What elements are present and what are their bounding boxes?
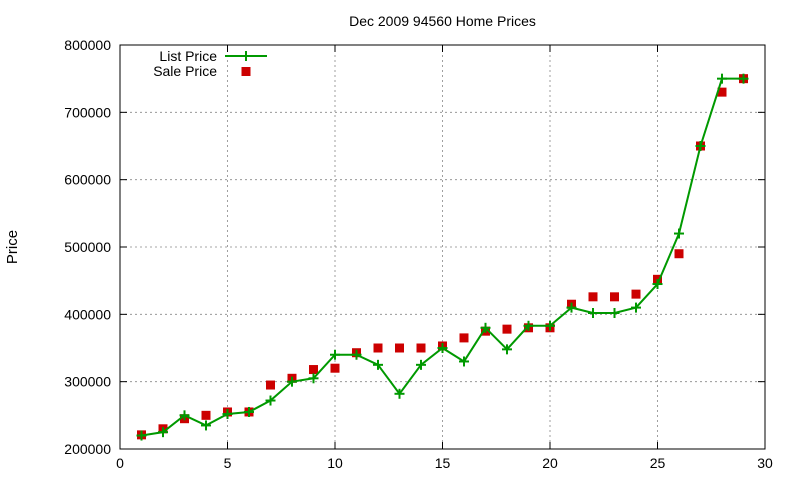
list-price-point	[222, 408, 233, 419]
list-price-point	[244, 406, 254, 417]
sale-price-point	[588, 292, 598, 302]
list-price-point	[136, 430, 147, 441]
list-price-point	[631, 302, 641, 313]
y-tick-label: 700000	[64, 104, 111, 120]
sale-price-point	[631, 289, 641, 299]
sale-price-point	[330, 363, 340, 373]
list-price-point	[437, 343, 448, 353]
list-price-point	[351, 349, 362, 360]
list-price-point	[566, 302, 577, 313]
legend-swatch-sale-price	[241, 67, 251, 76]
list-price-point	[179, 410, 190, 421]
sale-price-point	[395, 343, 404, 353]
list-price-point	[394, 388, 405, 399]
list-price-point	[459, 356, 469, 367]
x-tick-label: 30	[757, 455, 773, 471]
list-price-point	[201, 420, 211, 431]
sale-price-point	[309, 365, 318, 375]
list-price-point	[609, 307, 620, 318]
list-price-point	[373, 359, 383, 370]
list-price-point	[523, 320, 534, 331]
list-price-point	[287, 376, 297, 387]
x-tick-label: 15	[435, 455, 451, 471]
sale-price-point	[502, 324, 512, 334]
y-axis-label: Price	[4, 230, 21, 264]
list-price-point	[480, 322, 491, 333]
y-tick-label: 200000	[64, 441, 111, 457]
x-tick-label: 20	[542, 455, 558, 471]
list-price-point	[717, 73, 727, 84]
x-tick-label: 5	[224, 455, 232, 471]
list-price-point	[545, 320, 555, 331]
y-tick-label: 500000	[64, 239, 111, 255]
list-price-point	[265, 395, 276, 406]
list-price-point	[416, 359, 426, 370]
y-tick-label: 800000	[64, 37, 111, 53]
list-price-point	[330, 349, 340, 360]
sale-price-point	[266, 380, 275, 390]
list-price-point	[652, 279, 663, 290]
sale-price-point	[201, 410, 211, 420]
list-price-point	[695, 141, 706, 151]
legend-label-list-price: List Price	[159, 48, 217, 64]
list-price-point	[308, 373, 319, 384]
axis-ticks: 0 5 10 15 20 25 30 200000 300000 400000 500000 6000…	[64, 37, 773, 471]
sale-price-point	[373, 343, 383, 353]
list-price-point	[738, 73, 749, 84]
legend-label-sale-price: Sale Price	[153, 63, 217, 79]
sale-price-point	[610, 292, 619, 302]
x-tick-label: 25	[650, 455, 666, 471]
list-price-point	[588, 307, 598, 318]
sale-price-point	[416, 343, 426, 353]
series-layer	[136, 73, 749, 441]
legend-swatch-list-price	[225, 51, 267, 61]
x-tick-label: 10	[327, 455, 343, 471]
list-price-point	[158, 427, 168, 438]
chart-title: Dec 2009 94560 Home Prices	[349, 13, 536, 29]
y-tick-label: 600000	[64, 172, 111, 188]
list-price-point	[502, 344, 512, 355]
sale-price-point	[674, 249, 684, 259]
y-tick-label: 300000	[64, 374, 111, 390]
y-tick-label: 400000	[64, 306, 111, 322]
grid	[120, 45, 765, 449]
sale-price-point	[459, 333, 469, 343]
sale-price-point	[717, 87, 727, 97]
x-tick-label: 0	[116, 455, 124, 471]
list-price-point	[674, 228, 684, 239]
